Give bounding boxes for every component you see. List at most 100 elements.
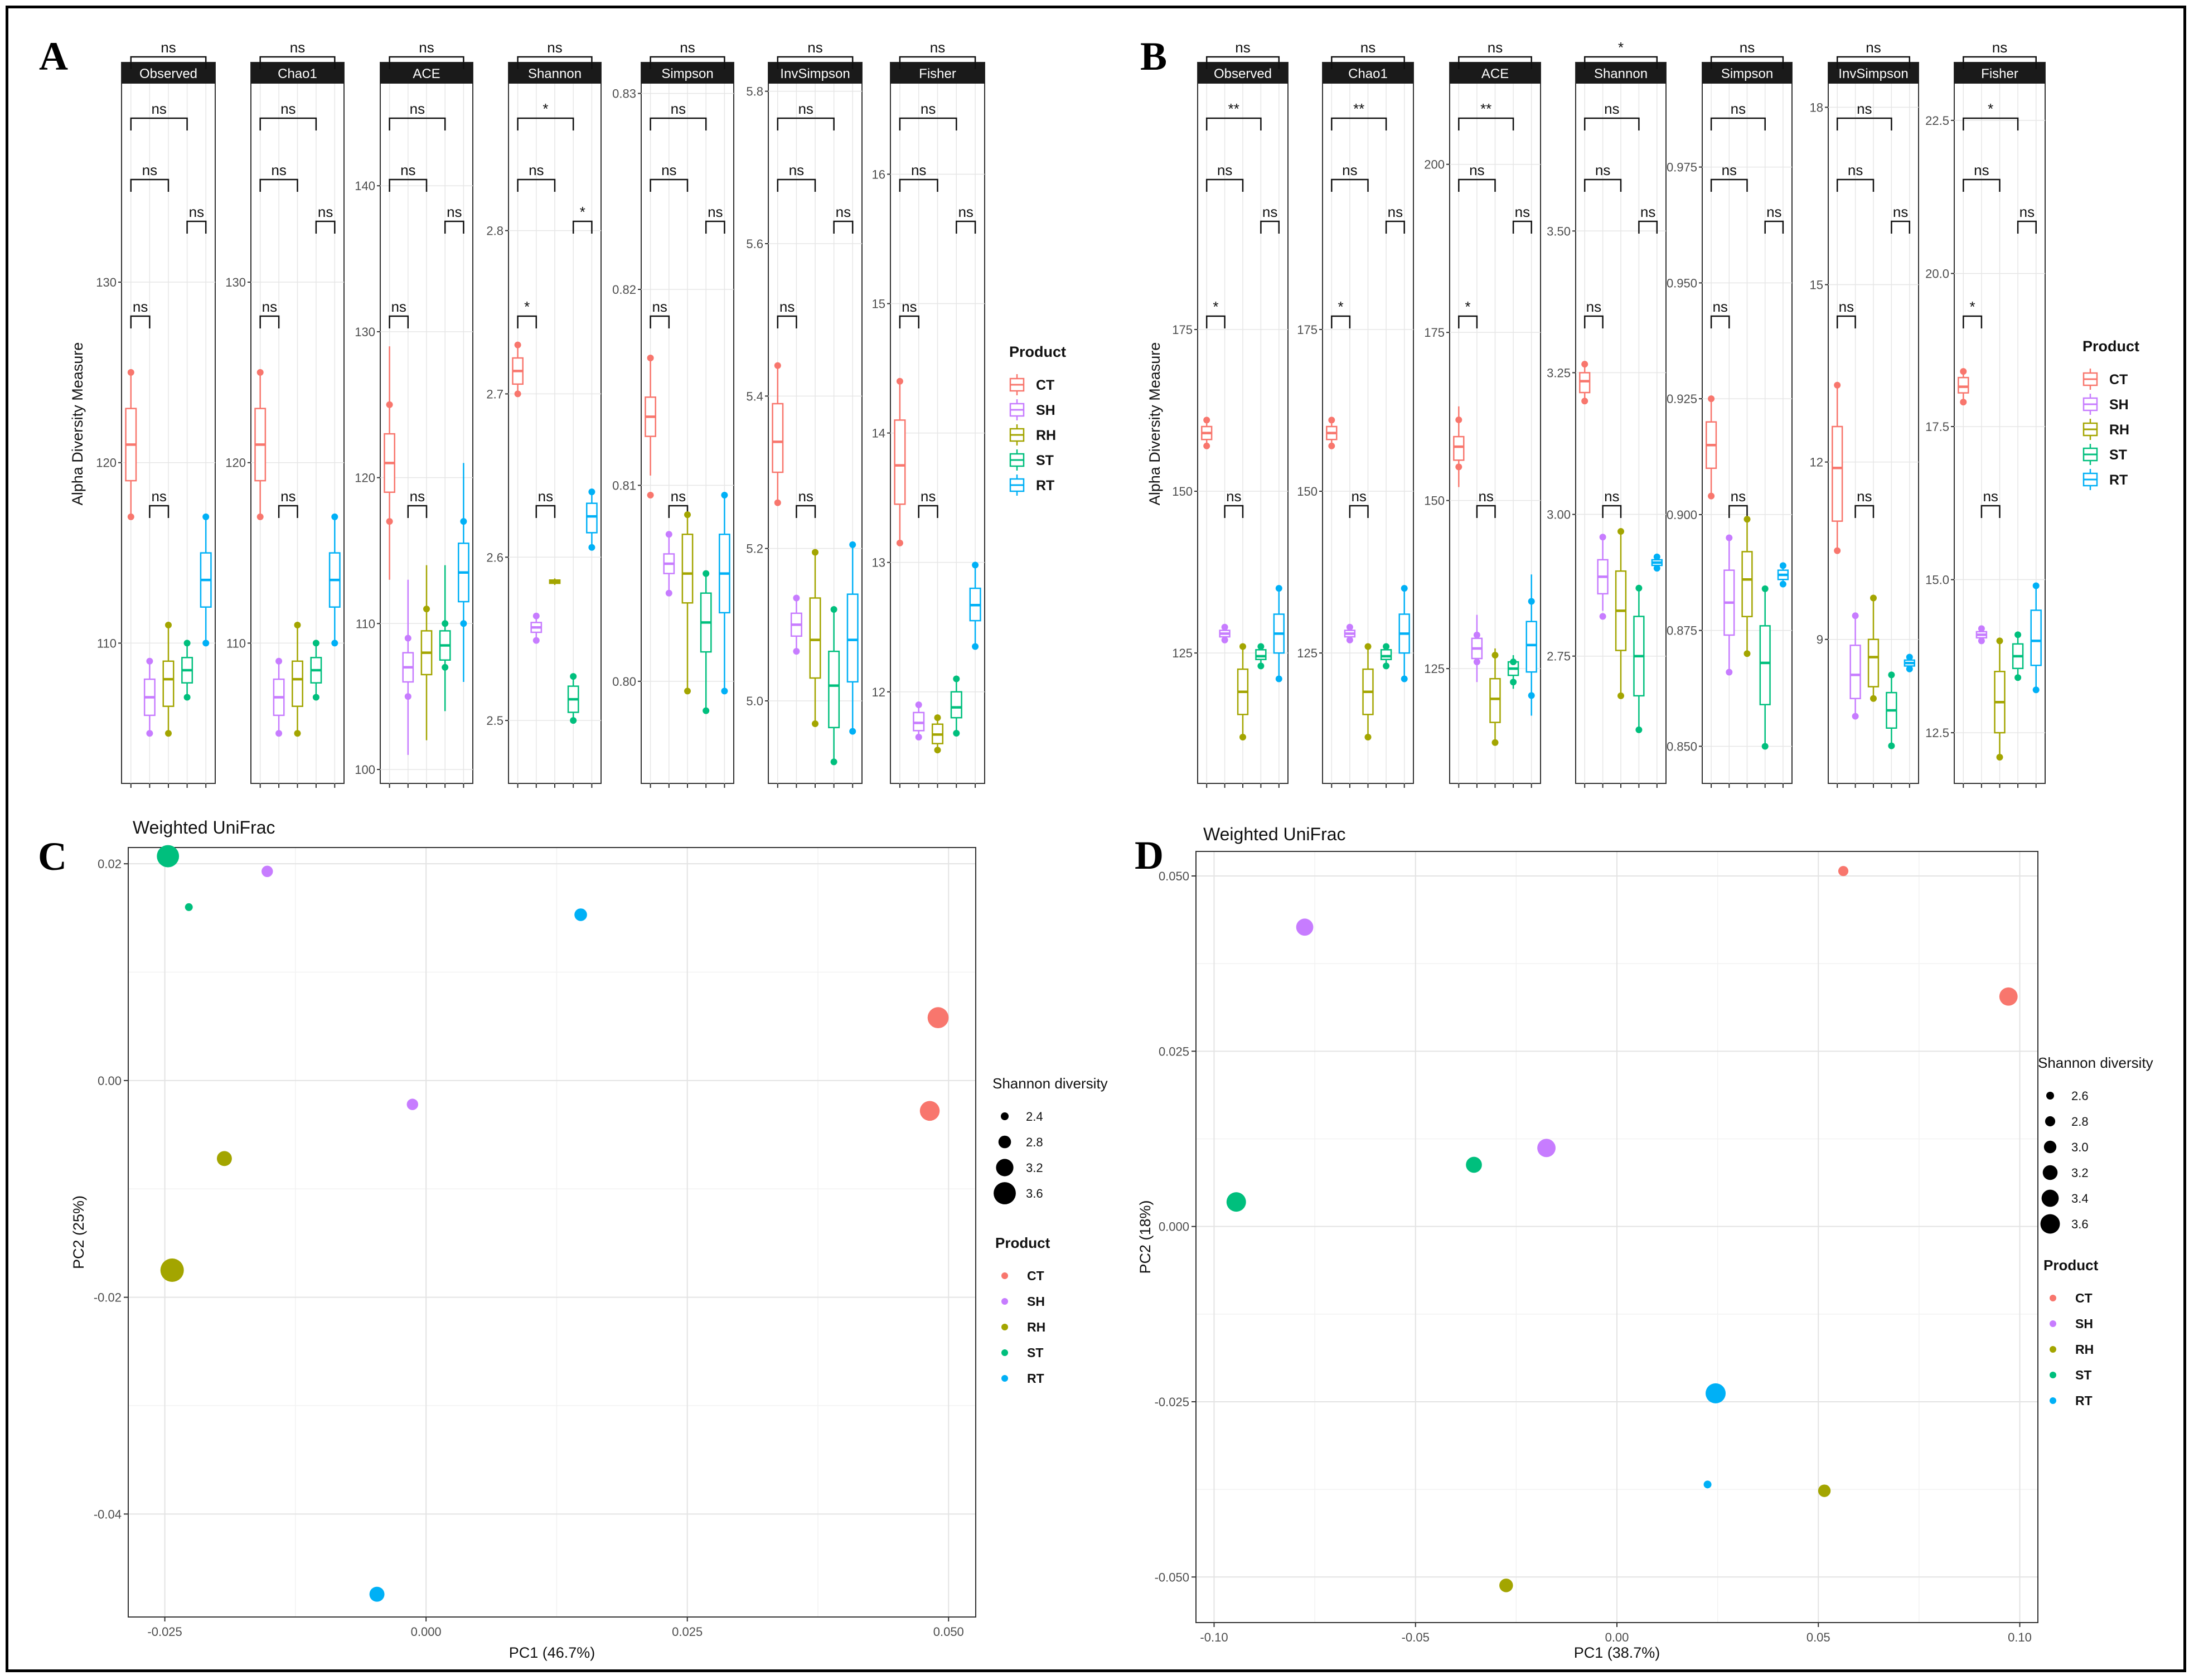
y-tick-label: 2.75 [1547, 650, 1571, 664]
significance-label: ns [1848, 162, 1863, 178]
chart-title: Weighted UniFrac [133, 817, 275, 837]
legend-title: Product [2043, 1257, 2099, 1274]
facet-strip [1954, 62, 2045, 84]
significance-label: * [1970, 298, 1975, 315]
legend-title: Product [1009, 343, 1066, 360]
box-sh [530, 612, 543, 644]
significance-bracket [796, 505, 816, 518]
facet-invsimpson: 9 12 15 18 InvSimpson ns ns ns ns ns ns [1810, 39, 1919, 788]
significance-bracket [777, 315, 797, 328]
box-sh [143, 657, 156, 737]
y-tick-label: 0.925 [1667, 392, 1697, 406]
box-rh [549, 578, 561, 585]
y-tick-label: -0.04 [94, 1507, 122, 1521]
y-tick-label: 17.5 [1925, 420, 1949, 434]
significance-bracket [1710, 178, 1748, 192]
facet-chao1: 125 150 175 Chao1 * ns ns ** ns ns [1297, 39, 1414, 788]
significance-bracket [259, 178, 298, 192]
box-iqr [681, 534, 694, 604]
box-sh [1597, 534, 1609, 620]
data-point [294, 622, 301, 629]
y-axis-label: Alpha Diversity Measure [69, 342, 86, 506]
data-point [812, 720, 818, 727]
data-point [183, 694, 191, 701]
significance-bracket [2017, 220, 2037, 234]
scatter-panel-c: C Weighted UniFrac -0.025 0.000 0.025 0.050 -0… [38, 817, 1108, 1661]
data-point [1653, 553, 1660, 560]
data-point [1275, 675, 1282, 682]
legend-label: RT [1027, 1371, 1044, 1386]
legend-key-rt [2050, 1397, 2056, 1404]
box-ct [1705, 395, 1717, 500]
legend-item-sh: SH [2082, 394, 2129, 415]
box-st [1255, 643, 1267, 670]
significance-label: ns [930, 39, 945, 56]
box-sh [663, 531, 675, 597]
data-point [275, 730, 283, 737]
significance-label: ns [1740, 39, 1755, 56]
facet-strip [768, 62, 862, 84]
data-point [312, 640, 319, 647]
plot-border [1195, 851, 2038, 1623]
significance-bracket [259, 56, 336, 69]
data-point [1491, 739, 1499, 746]
significance-bracket [186, 220, 207, 234]
data-point [703, 570, 710, 577]
significance-label: ns [1992, 39, 2007, 56]
box-st [1633, 584, 1645, 733]
y-tick-label: 0.80 [612, 675, 636, 689]
data-point [915, 733, 922, 740]
significance-bracket [1891, 220, 1911, 234]
significance-bracket [1476, 505, 1496, 518]
y-tick-label: 14 [872, 427, 885, 440]
significance-label: ns [447, 204, 462, 220]
y-tick-label: 12 [1810, 456, 1823, 469]
data-point [721, 688, 728, 695]
facet-fisher: 12.5 15.0 17.5 20.0 22.5 Fisher * ns ns * ns ns [1925, 39, 2046, 788]
facet-shannon: 2.75 3.00 3.25 3.50 Shannon ns ns ns ns * ns [1547, 39, 1667, 788]
data-point [1239, 733, 1246, 740]
product-legend: Product CT SH RH ST RT [2043, 1257, 2099, 1408]
data-point [1617, 528, 1624, 535]
data-point [1761, 743, 1769, 750]
y-tick-label: 0.025 [1159, 1044, 1189, 1058]
data-point [1761, 585, 1769, 592]
data-point [386, 518, 393, 525]
significance-label: ns [318, 204, 333, 220]
box-iqr [809, 597, 821, 679]
y-tick-label: 175 [1297, 323, 1318, 337]
box-ct [1579, 361, 1591, 405]
significance-label: ns [671, 100, 686, 117]
data-point [1383, 662, 1390, 670]
legend-label: RT [2109, 472, 2128, 488]
box-iqr [894, 419, 906, 505]
box-rh [1615, 528, 1627, 699]
significance-bracket [777, 117, 835, 130]
box-ct [254, 369, 267, 520]
size-legend-label: 2.6 [2071, 1089, 2089, 1103]
y-tick-label: 20.0 [1925, 267, 1949, 280]
significance-label: ns [2019, 204, 2035, 220]
facet-ace: 100 110 120 130 140 ACE ns ns ns ns ns ns [355, 39, 473, 788]
size-legend-label: 3.6 [2071, 1217, 2089, 1231]
significance-bracket [572, 220, 593, 234]
x-tick-label: -0.10 [1200, 1630, 1228, 1644]
significance-label: ns [133, 298, 148, 315]
y-tick-label: 3.25 [1547, 366, 1571, 380]
size-legend-key [2043, 1140, 2057, 1154]
significance-bracket [956, 220, 976, 234]
data-point [331, 640, 338, 647]
box-sh [913, 701, 925, 740]
significance-bracket [650, 117, 707, 130]
legend-label: CT [2075, 1291, 2093, 1305]
box-iqr [772, 403, 784, 473]
significance-label: ns [280, 488, 296, 505]
significance-bracket [1458, 117, 1514, 130]
data-point-rt [1706, 1383, 1726, 1403]
facet-title: Simpson [661, 66, 713, 81]
significance-label: ns [779, 298, 795, 315]
size-legend-key [2040, 1214, 2060, 1234]
facet-strip [1198, 62, 1288, 84]
significance-bracket [1710, 117, 1766, 130]
significance-label: ns [400, 162, 415, 178]
